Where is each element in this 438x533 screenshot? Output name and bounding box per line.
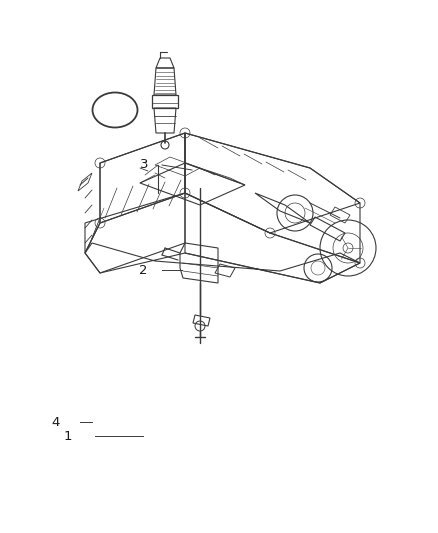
Text: 1: 1 bbox=[64, 430, 72, 442]
Text: 2: 2 bbox=[139, 263, 148, 277]
Text: 4: 4 bbox=[52, 416, 60, 429]
Text: 3: 3 bbox=[139, 158, 148, 172]
